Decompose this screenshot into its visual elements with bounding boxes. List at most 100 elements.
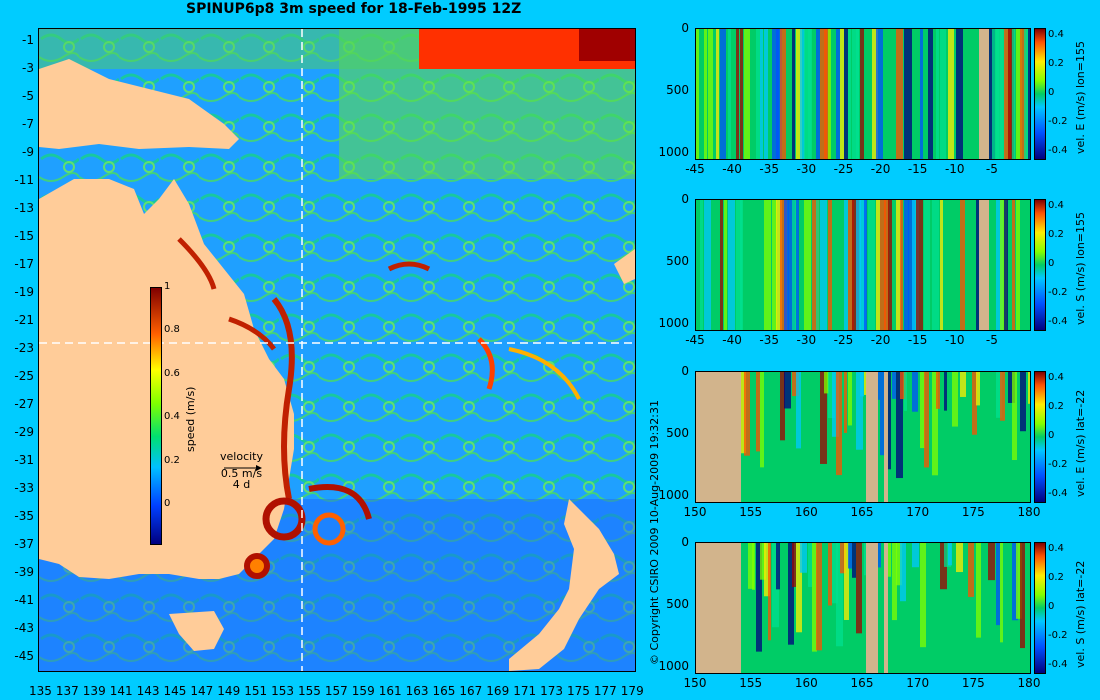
map-lon-tick-label: 149 bbox=[217, 684, 241, 698]
heatmap-stripe bbox=[920, 372, 925, 449]
land-mask bbox=[884, 543, 888, 673]
map-lat-tick-label: -19 bbox=[14, 285, 34, 299]
heatmap-stripe bbox=[848, 200, 854, 330]
heatmap-stripe bbox=[884, 200, 889, 330]
section-x-tick-label: -25 bbox=[833, 162, 854, 176]
map-lat-tick-label: -45 bbox=[14, 649, 34, 663]
section-heatmap bbox=[696, 372, 1030, 502]
map-lon-tick-label: 163 bbox=[405, 684, 429, 698]
section-x-tick-label: 165 bbox=[850, 676, 874, 690]
speed-colorbar-tick: 0.8 bbox=[164, 324, 180, 336]
section-panel-2 bbox=[695, 199, 1031, 331]
map-lon-tick-label: 145 bbox=[163, 684, 187, 698]
section-panel-1 bbox=[695, 28, 1031, 160]
heatmap-stripe bbox=[792, 200, 798, 330]
speed-colorbar-tick: 1 bbox=[164, 281, 171, 292]
heatmap-stripe bbox=[840, 543, 846, 574]
heatmap-stripe bbox=[904, 200, 909, 330]
heatmap-stripe bbox=[996, 543, 1000, 626]
heatmap-stripe bbox=[716, 29, 719, 159]
heatmap-stripe bbox=[704, 200, 711, 330]
heatmap-stripe bbox=[852, 543, 856, 578]
heatmap-stripe bbox=[1012, 543, 1018, 621]
heatmap-stripe bbox=[920, 543, 926, 648]
velocity-key-arrow bbox=[220, 462, 263, 471]
map-lat-tick-label: -25 bbox=[14, 369, 34, 383]
section-colorbar-tick: 0.2 bbox=[1048, 572, 1064, 584]
heatmap-stripe bbox=[820, 372, 827, 464]
heatmap-stripe bbox=[944, 372, 947, 411]
heatmap-stripe bbox=[792, 543, 796, 587]
heatmap-stripe bbox=[872, 29, 878, 159]
heatmap-stripe bbox=[696, 29, 699, 159]
heatmap-stripe bbox=[896, 200, 901, 330]
section-x-tick-label: -15 bbox=[907, 333, 928, 347]
section-y-tick-label: 500 bbox=[666, 253, 689, 268]
map-lon-tick-label: 167 bbox=[459, 684, 483, 698]
heatmap-stripe bbox=[892, 372, 896, 399]
heatmap-stripe bbox=[772, 543, 779, 628]
tasmania-land bbox=[169, 611, 224, 651]
speed-map-canvas bbox=[39, 29, 635, 671]
section-colorbar-tick: -0.2 bbox=[1048, 115, 1068, 127]
section-x-tick-label: -10 bbox=[944, 162, 965, 176]
heatmap-stripe bbox=[780, 29, 786, 159]
map-lat-tick-label: -27 bbox=[14, 397, 34, 411]
section-y-tick-label: 500 bbox=[666, 82, 689, 97]
heatmap-stripe bbox=[924, 200, 930, 330]
heatmap-stripe bbox=[1020, 543, 1025, 649]
section-y-tick-label: 1000 bbox=[658, 144, 689, 159]
heatmap-stripe bbox=[1004, 29, 1011, 159]
section-heatmap bbox=[696, 29, 1030, 159]
current-filament bbox=[177, 237, 217, 290]
heatmap-stripe bbox=[800, 543, 807, 573]
heatmap-stripe bbox=[1000, 372, 1005, 421]
heatmap-stripe bbox=[812, 200, 819, 330]
heatmap-stripe bbox=[804, 29, 811, 159]
section-x-tick-label: 165 bbox=[850, 505, 874, 519]
heatmap-stripe bbox=[1012, 200, 1015, 330]
heatmap-stripe bbox=[784, 372, 791, 409]
heatmap-stripe bbox=[992, 29, 999, 159]
map-lat-tick-label: -31 bbox=[14, 453, 34, 467]
heatmap-stripe bbox=[880, 372, 886, 456]
map-lon-tick-label: 157 bbox=[324, 684, 348, 698]
heatmap-stripe bbox=[1020, 29, 1026, 159]
heatmap-stripe bbox=[776, 543, 780, 590]
map-lat-tick-label: -3 bbox=[22, 61, 34, 75]
heatmap-stripe bbox=[860, 200, 866, 330]
heatmap-stripe bbox=[824, 372, 829, 394]
section-panel-3 bbox=[695, 371, 1031, 503]
section-colorbar-tick: 0.2 bbox=[1048, 58, 1064, 70]
east-australian-current bbox=[271, 297, 295, 500]
heatmap-stripe bbox=[844, 200, 848, 330]
heatmap-stripe bbox=[744, 29, 750, 159]
heatmap-stripe bbox=[948, 543, 952, 566]
heatmap-stripe bbox=[952, 372, 958, 427]
heatmap-stripe bbox=[736, 200, 742, 330]
map-lat-tick-label: -37 bbox=[14, 537, 34, 551]
heatmap-stripe bbox=[752, 543, 755, 590]
heatmap-stripe bbox=[976, 372, 980, 406]
heatmap-stripe bbox=[972, 372, 977, 435]
heatmap-stripe bbox=[996, 29, 1003, 159]
heatmap-stripe bbox=[948, 29, 954, 159]
section-x-tick-label: -45 bbox=[685, 162, 705, 176]
heatmap-stripe bbox=[828, 372, 835, 419]
speed-colorbar-label: speed (m/s) bbox=[184, 386, 197, 452]
heatmap-stripe bbox=[728, 29, 731, 159]
heatmap-stripe bbox=[828, 200, 832, 330]
new-zealand-land bbox=[509, 499, 619, 671]
land-mask bbox=[979, 200, 989, 330]
section-x-tick-label: 175 bbox=[961, 505, 985, 519]
heatmap-stripe bbox=[856, 200, 861, 330]
heatmap-stripe bbox=[988, 543, 995, 581]
heatmap-stripe bbox=[724, 200, 727, 330]
current-filament bbox=[228, 316, 276, 351]
heatmap-stripe bbox=[896, 372, 903, 479]
heatmap-stripe bbox=[908, 29, 912, 159]
heatmap-stripe bbox=[828, 29, 831, 159]
heatmap-stripe bbox=[776, 29, 782, 159]
eddy bbox=[312, 512, 346, 546]
section-colorbar-tick: 0 bbox=[1048, 87, 1055, 98]
